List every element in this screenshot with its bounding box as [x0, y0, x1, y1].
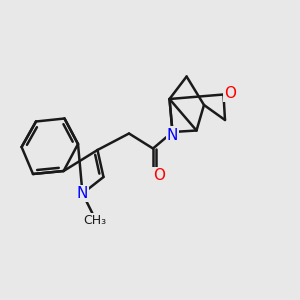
- Text: N: N: [167, 128, 178, 142]
- Text: CH₃: CH₃: [83, 214, 106, 227]
- Text: O: O: [153, 168, 165, 183]
- Text: N: N: [77, 186, 88, 201]
- Text: O: O: [224, 85, 236, 100]
